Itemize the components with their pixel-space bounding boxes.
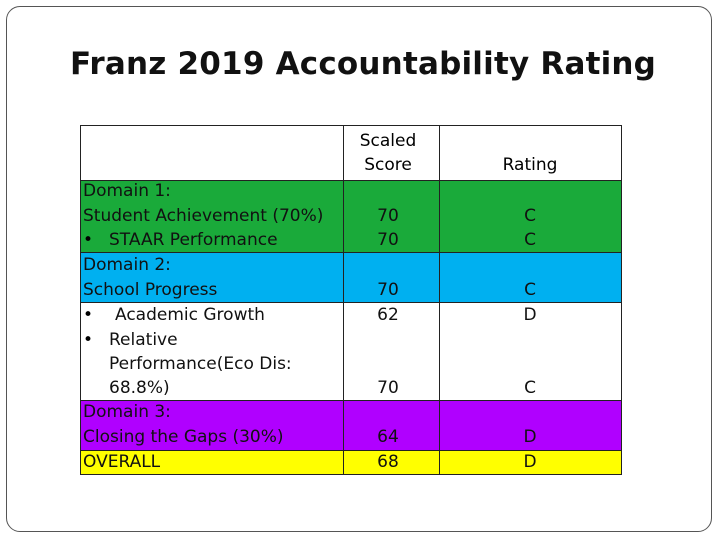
domain3-score: 64 [377,427,399,447]
relative-performance-label-2: Performance(Eco Dis: [109,354,292,374]
staar-rating: C [524,230,536,250]
domain2-divider [81,252,621,253]
domain3-label-2: Closing the Gaps (30%) [83,427,284,447]
academic-growth-rating: D [523,305,537,325]
relative-performance-score: 70 [377,378,399,398]
domain3-divider [81,400,621,401]
overall-divider [81,450,621,451]
header-divider [81,180,621,181]
page-title: Franz 2019 Accountability Rating [70,46,657,82]
domain1-band [81,180,621,252]
relative-performance-label-3: 68.8%) [109,378,170,398]
domain3-band [81,400,621,450]
slide-frame [6,6,712,532]
header-scaled-score: Scaled Score [359,131,417,175]
col-divider-1 [343,126,344,474]
staar-score: 70 [377,230,399,250]
staar-label: STAAR Performance [109,230,278,250]
relative-performance-rating: C [524,378,536,398]
sub-divider [81,302,621,303]
domain3-label-1: Domain 3: [83,402,171,422]
academic-growth-label: Academic Growth [115,305,265,325]
domain1-label-1: Domain 1: [83,181,171,201]
bullet-icon: • [83,305,94,325]
overall-rating: D [523,452,537,472]
overall-label: OVERALL [83,452,161,472]
domain1-score: 70 [377,206,399,226]
overall-score: 68 [377,452,399,472]
header-rating: Rating [502,155,558,175]
col-divider-2 [439,126,440,474]
academic-growth-score: 62 [377,305,399,325]
domain2-rating: C [524,280,536,300]
overall-band [81,450,621,474]
domain2-score: 70 [377,280,399,300]
domain1-rating: C [524,206,536,226]
relative-performance-label-1: Relative [109,330,178,350]
bullet-icon: • [83,230,94,250]
domain2-label-2: School Progress [83,280,218,300]
domain1-label-2: Student Achievement (70%) [83,206,324,226]
domain2-band [81,252,621,302]
domain2-label-1: Domain 2: [83,255,171,275]
bullet-icon: • [83,330,94,350]
domain3-rating: D [523,427,537,447]
rating-table: Scaled Score Rating Domain 1: Student Ac… [80,125,622,475]
